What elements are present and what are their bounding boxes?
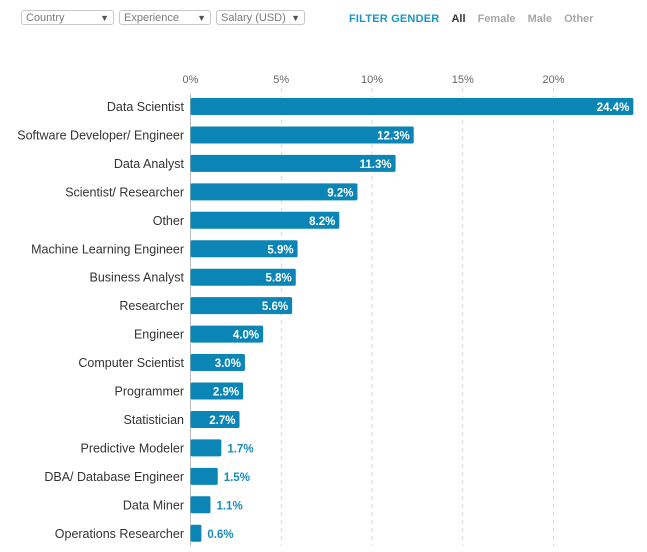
bar: [190, 410, 240, 428]
value-label: 1.1%: [216, 500, 242, 512]
bar: [190, 126, 414, 144]
bar: [190, 467, 218, 485]
value-label: 8.2%: [309, 216, 335, 228]
value-label: 2.7%: [209, 415, 235, 427]
value-label: 12.3%: [377, 130, 410, 142]
caret-down-icon: ▼: [100, 13, 109, 23]
bar: [190, 211, 340, 229]
x-tick-label: 15%: [452, 74, 474, 86]
gender-filter: FILTER GENDER All Female Male Other: [349, 13, 593, 27]
bar: [190, 98, 634, 115]
category-label: Operations Researcher: [55, 527, 184, 541]
category-label: Scientist/ Researcher: [65, 185, 184, 199]
value-label: 0.6%: [207, 529, 233, 541]
category-label: Business Analyst: [90, 271, 185, 285]
value-label: 1.7%: [227, 443, 253, 455]
gender-option-all[interactable]: All: [451, 13, 466, 25]
bar: [190, 354, 245, 372]
value-label: 1.5%: [224, 472, 250, 484]
category-label: Programmer: [115, 385, 184, 399]
bar: [190, 183, 358, 201]
x-tick-label: 20%: [542, 74, 564, 86]
category-label: Data Analyst: [114, 157, 185, 171]
bar: [190, 268, 296, 286]
category-label: Engineer: [134, 328, 184, 342]
experience-dropdown-value: Experience: [124, 12, 180, 24]
bar: [190, 154, 396, 172]
bar: [190, 524, 202, 542]
category-label: DBA/ Database Engineer: [44, 470, 184, 484]
bar: [190, 496, 211, 514]
gender-option-female[interactable]: Female: [477, 13, 516, 25]
salary-dropdown[interactable]: Salary (USD) ▼: [216, 10, 305, 25]
experience-dropdown[interactable]: Experience ▼: [119, 10, 211, 25]
category-label: Software Developer/ Engineer: [17, 128, 184, 142]
country-dropdown[interactable]: Country ▼: [21, 10, 114, 25]
category-label: Statistician: [124, 413, 184, 427]
value-label: 9.2%: [327, 187, 353, 199]
x-tick-label: 10%: [361, 74, 383, 86]
gender-filter-label: FILTER GENDER: [349, 13, 440, 25]
value-label: 3.0%: [215, 358, 241, 370]
value-label: 11.3%: [360, 159, 392, 171]
gender-option-male[interactable]: Male: [527, 13, 553, 25]
value-label: 4.0%: [233, 330, 259, 342]
category-label: Data Miner: [123, 498, 184, 512]
bar: [190, 325, 264, 343]
category-label: Other: [153, 214, 184, 228]
value-label: 24.4%: [597, 102, 630, 114]
value-label: 5.8%: [266, 273, 292, 285]
caret-down-icon: ▼: [291, 13, 300, 23]
bar: [190, 439, 222, 457]
caret-down-icon: ▼: [197, 13, 206, 23]
category-label: Predictive Modeler: [80, 441, 184, 455]
country-dropdown-value: Country: [26, 12, 65, 24]
bar: [190, 297, 293, 315]
category-label: Machine Learning Engineer: [31, 242, 184, 256]
x-tick-label: 5%: [273, 74, 289, 86]
value-label: 5.9%: [267, 244, 293, 256]
salary-dropdown-value: Salary (USD): [221, 12, 286, 24]
bar: [190, 240, 298, 258]
bar: [190, 382, 244, 400]
value-label: 5.6%: [262, 301, 288, 313]
category-label: Computer Scientist: [78, 356, 184, 370]
x-tick-label: 0%: [183, 74, 199, 86]
category-label: Data Scientist: [107, 100, 185, 114]
category-label: Researcher: [119, 299, 184, 313]
gender-option-other[interactable]: Other: [564, 13, 594, 25]
value-label: 2.9%: [213, 387, 239, 399]
